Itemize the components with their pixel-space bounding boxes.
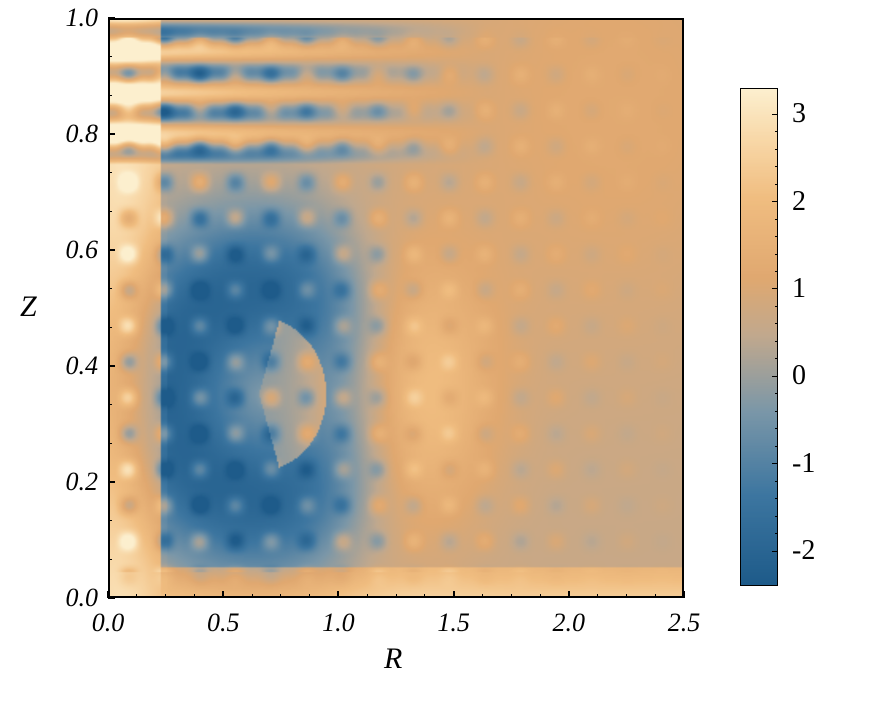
y-minor-tick-mark (108, 327, 112, 328)
colorbar-tick-label: -1 (792, 448, 815, 480)
colorbar-tick-label: 0 (792, 360, 806, 392)
x-minor-tick-mark (655, 594, 656, 598)
y-minor-tick-mark (108, 172, 112, 173)
x-minor-tick-mark (511, 594, 512, 598)
y-tick-label: 0.8 (66, 119, 99, 149)
y-minor-tick-mark (108, 404, 112, 405)
colorbar-minor-tick-mark (775, 149, 778, 150)
colorbar-tick-label: 3 (792, 98, 806, 130)
x-tick-mark (222, 591, 224, 598)
colorbar-minor-tick-mark (775, 498, 778, 499)
x-tick-label: 1.5 (437, 608, 470, 638)
x-minor-tick-mark (396, 594, 397, 598)
colorbar-minor-tick-mark (775, 306, 778, 307)
y-tick-label: 0.4 (66, 351, 99, 381)
x-minor-tick-mark (194, 594, 195, 598)
y-tick-label: 0.6 (66, 235, 99, 265)
x-tick-label: 1.0 (322, 608, 355, 638)
y-minor-tick-mark (108, 559, 112, 560)
x-minor-tick-mark (424, 594, 425, 598)
x-minor-tick-mark (252, 594, 253, 598)
colorbar-minor-tick-mark (775, 219, 778, 220)
colorbar-tick-mark (772, 114, 778, 115)
colorbar-canvas (741, 89, 777, 585)
colorbar-tick-mark (772, 376, 778, 377)
x-tick-label: 2.0 (553, 608, 586, 638)
colorbar-tick-label: 2 (792, 186, 806, 218)
x-minor-tick-mark (482, 594, 483, 598)
y-tick-label: 0.2 (66, 467, 99, 497)
colorbar-minor-tick-mark (775, 446, 778, 447)
y-tick-mark (108, 17, 115, 19)
y-tick-label: 0.0 (66, 583, 99, 613)
colorbar-minor-tick-mark (775, 481, 778, 482)
x-minor-tick-mark (136, 594, 137, 598)
y-minor-tick-mark (108, 520, 112, 521)
x-minor-tick-mark (165, 594, 166, 598)
colorbar-minor-tick-mark (775, 184, 778, 185)
x-tick-mark (568, 591, 570, 598)
colorbar-tick-mark (772, 201, 778, 202)
colorbar (740, 88, 778, 586)
y-tick-mark (108, 597, 115, 599)
y-tick-label: 1.0 (66, 3, 99, 33)
colorbar-tick-mark (772, 288, 778, 289)
y-axis-label: Z (20, 290, 37, 324)
colorbar-minor-tick-mark (775, 428, 778, 429)
colorbar-minor-tick-mark (775, 341, 778, 342)
y-tick-mark (108, 249, 115, 251)
x-tick-label: 0.5 (207, 608, 240, 638)
y-minor-tick-mark (108, 288, 112, 289)
colorbar-minor-tick-mark (775, 323, 778, 324)
colorbar-tick-mark (772, 551, 778, 552)
colorbar-tick-label: 1 (792, 273, 806, 305)
x-tick-mark (683, 591, 685, 598)
x-tick-mark (453, 591, 455, 598)
colorbar-minor-tick-mark (775, 533, 778, 534)
figure: 0.00.51.01.52.02.5 0.00.20.40.60.81.0 R … (0, 0, 886, 721)
y-tick-mark (108, 481, 115, 483)
y-minor-tick-mark (108, 56, 112, 57)
x-minor-tick-mark (309, 594, 310, 598)
x-axis-label: R (384, 642, 402, 676)
colorbar-minor-tick-mark (775, 166, 778, 167)
x-tick-label: 2.5 (668, 608, 701, 638)
colorbar-tick-label: -2 (792, 535, 815, 567)
colorbar-minor-tick-mark (775, 131, 778, 132)
x-minor-tick-mark (280, 594, 281, 598)
x-minor-tick-mark (597, 594, 598, 598)
x-minor-tick-mark (626, 594, 627, 598)
colorbar-minor-tick-mark (775, 271, 778, 272)
colorbar-tick-mark (772, 463, 778, 464)
x-minor-tick-mark (367, 594, 368, 598)
heatmap-plot-area (108, 18, 684, 598)
y-minor-tick-mark (108, 443, 112, 444)
colorbar-minor-tick-mark (775, 236, 778, 237)
x-minor-tick-mark (540, 594, 541, 598)
heatmap-canvas (110, 20, 682, 596)
y-minor-tick-mark (108, 211, 112, 212)
y-minor-tick-mark (108, 95, 112, 96)
colorbar-minor-tick-mark (775, 254, 778, 255)
y-tick-mark (108, 365, 115, 367)
colorbar-minor-tick-mark (775, 516, 778, 517)
y-tick-mark (108, 133, 115, 135)
colorbar-minor-tick-mark (775, 358, 778, 359)
x-tick-mark (337, 591, 339, 598)
colorbar-minor-tick-mark (775, 411, 778, 412)
colorbar-minor-tick-mark (775, 393, 778, 394)
